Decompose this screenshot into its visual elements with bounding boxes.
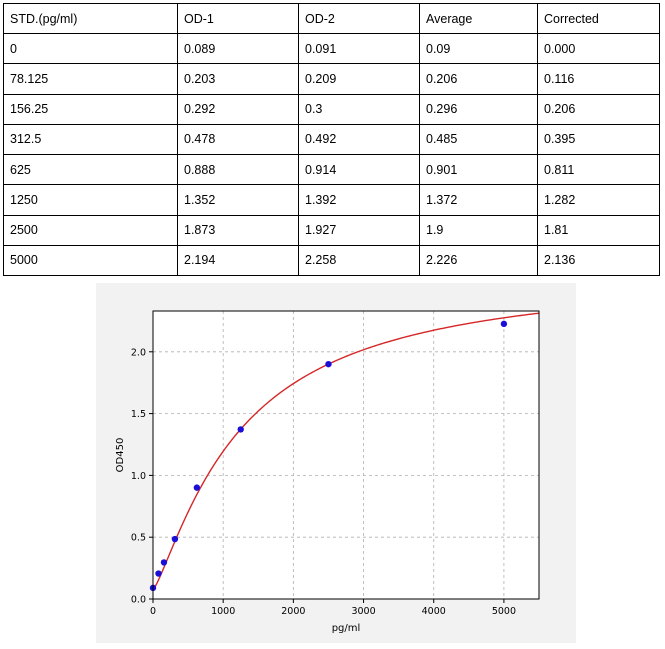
table-cell: 1.392 <box>298 184 420 216</box>
table-cell: 0.478 <box>177 123 299 156</box>
table-cell: 625 <box>3 154 178 186</box>
column-header: Average <box>419 2 538 35</box>
table-row: 312.5 0.478 0.492 0.485 0.395 <box>3 123 660 156</box>
table-row: 0 0.089 0.091 0.09 0.000 <box>3 33 660 65</box>
y-tick-label: 1.5 <box>131 409 146 420</box>
y-tick-label: 0.5 <box>131 533 146 544</box>
table-cell: 0.203 <box>177 63 299 95</box>
table-cell: 2500 <box>3 214 178 246</box>
column-header: Corrected <box>537 2 660 35</box>
data-point <box>171 535 179 543</box>
x-tick-label: 5000 <box>492 606 516 617</box>
table-cell: 1.282 <box>537 184 660 216</box>
table-cell: 1.927 <box>298 214 420 246</box>
table-cell: 0.209 <box>298 63 420 95</box>
y-tick-label: 1.0 <box>131 471 146 482</box>
table-cell: 1250 <box>3 184 178 216</box>
table-cell: 78.125 <box>3 63 178 95</box>
plot-frame <box>152 310 540 600</box>
standard-curve-chart: 0 1000 2000 3000 4000 5000 0.0 0.5 1.0 1.5 2.0 pg/… <box>115 310 540 634</box>
axis-ticks: 0 1000 2000 3000 4000 5000 0.0 0.5 1.0 1.5 2.0 <box>131 347 516 617</box>
table-cell: 156.25 <box>3 93 178 125</box>
table-cell: 5000 <box>3 244 178 277</box>
table-cell: 0.292 <box>177 93 299 125</box>
table-cell: 2.136 <box>537 244 660 277</box>
data-point <box>500 320 508 328</box>
plot-area <box>153 311 539 599</box>
table-cell: 0.914 <box>298 154 420 186</box>
table-row: 1250 1.352 1.392 1.372 1.282 <box>3 184 660 216</box>
table-header-row: STD.(pg/ml) OD-1 OD-2 Average Corrected <box>3 2 660 35</box>
column-header: STD.(pg/ml) <box>3 2 178 35</box>
table-cell: 2.226 <box>419 244 538 277</box>
y-tick-label: 0.0 <box>131 595 146 606</box>
y-tick-label: 2.0 <box>131 347 146 358</box>
column-header: OD-2 <box>298 2 420 35</box>
table-cell: 0.000 <box>537 33 660 65</box>
table-cell: 0.116 <box>537 63 660 95</box>
table-cell: 0.091 <box>298 33 420 65</box>
table-cell: 0.206 <box>419 63 538 95</box>
fit-curve-layer <box>152 312 540 591</box>
column-header: OD-1 <box>177 2 299 35</box>
table-cell: 0.296 <box>419 93 538 125</box>
table-row: 625 0.888 0.914 0.901 0.811 <box>3 154 660 186</box>
x-tick-label: 3000 <box>351 606 375 617</box>
table-cell: 0.09 <box>419 33 538 65</box>
table-cell: 2.194 <box>177 244 299 277</box>
table-row: 2500 1.873 1.927 1.9 1.81 <box>3 214 660 246</box>
data-point <box>155 570 162 577</box>
y-axis-label: OD450 <box>115 438 126 473</box>
table-cell: 1.81 <box>537 214 660 246</box>
table-cell: 1.352 <box>177 184 299 216</box>
x-tick-label: 0 <box>150 606 156 617</box>
data-point <box>237 426 244 433</box>
table-cell: 1.873 <box>177 214 299 246</box>
fit-curve-line <box>152 312 540 591</box>
table-cell: 0.492 <box>298 123 420 156</box>
table-cell: 1.372 <box>419 184 538 216</box>
table-cell: 312.5 <box>3 123 178 156</box>
data-point <box>193 484 201 491</box>
x-tick-label: 4000 <box>422 606 446 617</box>
table-cell: 0.901 <box>419 154 538 186</box>
standards-table: STD.(pg/ml) OD-1 OD-2 Average Corrected 0 0.08… <box>3 2 660 277</box>
table-cell: 0.485 <box>419 123 538 156</box>
data-points-layer <box>149 320 508 592</box>
table-cell: 0.395 <box>537 123 660 156</box>
data-point <box>160 559 168 566</box>
data-point <box>325 360 332 368</box>
x-tick-label: 2000 <box>281 606 305 617</box>
x-axis-label: pg/ml <box>332 623 361 634</box>
table-row: 78.125 0.203 0.209 0.206 0.116 <box>3 63 660 95</box>
table-cell: 0 <box>3 33 178 65</box>
table-cell: 0.888 <box>177 154 299 186</box>
table-row: 156.25 0.292 0.3 0.296 0.206 <box>3 93 660 125</box>
table-cell: 0.206 <box>537 93 660 125</box>
table-cell: 1.9 <box>419 214 538 246</box>
standard-curve-panel: 0 1000 2000 3000 4000 5000 0.0 0.5 1.0 1.5 2.0 pg/… <box>96 283 576 643</box>
table-cell: 2.258 <box>298 244 420 277</box>
table-cell: 0.3 <box>298 93 420 125</box>
table-row: 5000 2.194 2.258 2.226 2.136 <box>3 244 660 277</box>
x-tick-label: 1000 <box>211 606 235 617</box>
table-cell: 0.089 <box>177 33 299 65</box>
table-cell: 0.811 <box>537 154 660 186</box>
